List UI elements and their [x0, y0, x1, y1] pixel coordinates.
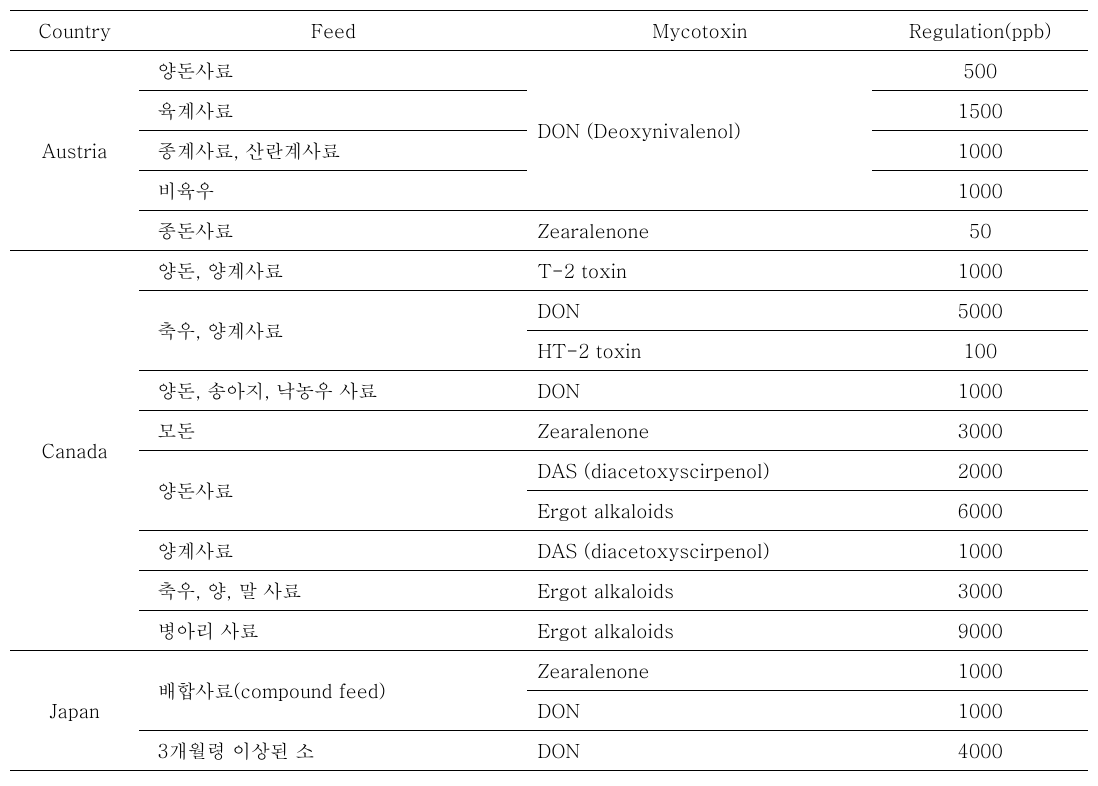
regulation-cell: 1000: [872, 251, 1088, 291]
mycotoxin-cell: DON: [527, 731, 872, 771]
regulation-cell: 1000: [872, 171, 1088, 211]
regulation-cell: 9000: [872, 611, 1088, 651]
regulation-cell: 3000: [872, 571, 1088, 611]
mycotoxin-cell: DAS (diacetoxyscirpenol): [527, 451, 872, 491]
header-regulation: Regulation(ppb): [872, 11, 1088, 51]
table-row: 3개월령 이상된 소DON4000: [10, 731, 1088, 771]
feed-cell: 비육우: [139, 171, 527, 211]
regulation-cell: 3000: [872, 411, 1088, 451]
header-mycotoxin: Mycotoxin: [527, 11, 872, 51]
table-row: 양돈, 송아지, 낙농우 사료DON1000: [10, 371, 1088, 411]
feed-cell: 모돈: [139, 411, 527, 451]
mycotoxin-regulation-table: Country Feed Mycotoxin Regulation(ppb) A…: [10, 10, 1088, 771]
mycotoxin-cell: Ergot alkaloids: [527, 611, 872, 651]
table-row: 양돈사료DAS (diacetoxyscirpenol)2000: [10, 451, 1088, 491]
feed-cell: 3개월령 이상된 소: [139, 731, 527, 771]
country-cell: Austria: [10, 51, 139, 251]
feed-cell: 양돈사료: [139, 51, 527, 91]
mycotoxin-cell: DAS (diacetoxyscirpenol): [527, 531, 872, 571]
mycotoxin-cell: DON: [527, 691, 872, 731]
regulation-cell: 5000: [872, 291, 1088, 331]
header-country: Country: [10, 11, 139, 51]
mycotoxin-cell: HT-2 toxin: [527, 331, 872, 371]
feed-cell: 축우, 양, 말 사료: [139, 571, 527, 611]
table-row: Austria양돈사료DON (Deoxynivalenol)500: [10, 51, 1088, 91]
table-body: Austria양돈사료DON (Deoxynivalenol)500육계사료15…: [10, 51, 1088, 771]
mycotoxin-cell: DON (Deoxynivalenol): [527, 51, 872, 211]
regulation-cell: 4000: [872, 731, 1088, 771]
feed-cell: 종계사료, 산란계사료: [139, 131, 527, 171]
feed-cell: 양돈, 송아지, 낙농우 사료: [139, 371, 527, 411]
mycotoxin-cell: T-2 toxin: [527, 251, 872, 291]
table-row: Japan배합사료(compound feed)Zearalenone1000: [10, 651, 1088, 691]
table-row: 축우, 양, 말 사료Ergot alkaloids3000: [10, 571, 1088, 611]
mycotoxin-cell: Zearalenone: [527, 411, 872, 451]
regulation-cell: 6000: [872, 491, 1088, 531]
table-row: 모돈Zearalenone3000: [10, 411, 1088, 451]
feed-cell: 병아리 사료: [139, 611, 527, 651]
table-row: 축우, 양계사료DON5000: [10, 291, 1088, 331]
regulation-cell: 2000: [872, 451, 1088, 491]
feed-cell: 양돈, 양계사료: [139, 251, 527, 291]
mycotoxin-cell: Ergot alkaloids: [527, 491, 872, 531]
table-row: 종돈사료Zearalenone50: [10, 211, 1088, 251]
table-row: Canada양돈, 양계사료T-2 toxin1000: [10, 251, 1088, 291]
regulation-cell: 1000: [872, 371, 1088, 411]
feed-cell: 양돈사료: [139, 451, 527, 531]
feed-cell: 종돈사료: [139, 211, 527, 251]
mycotoxin-cell: DON: [527, 371, 872, 411]
regulation-cell: 500: [872, 51, 1088, 91]
regulation-cell: 1000: [872, 691, 1088, 731]
regulation-cell: 1500: [872, 91, 1088, 131]
mycotoxin-cell: Ergot alkaloids: [527, 571, 872, 611]
regulation-cell: 1000: [872, 131, 1088, 171]
header-feed: Feed: [139, 11, 527, 51]
mycotoxin-cell: Zearalenone: [527, 211, 872, 251]
table-row: 양계사료DAS (diacetoxyscirpenol)1000: [10, 531, 1088, 571]
regulation-cell: 50: [872, 211, 1088, 251]
regulation-cell: 1000: [872, 531, 1088, 571]
mycotoxin-cell: DON: [527, 291, 872, 331]
country-cell: Canada: [10, 251, 139, 651]
feed-cell: 육계사료: [139, 91, 527, 131]
feed-cell: 양계사료: [139, 531, 527, 571]
mycotoxin-cell: Zearalenone: [527, 651, 872, 691]
table-row: 병아리 사료Ergot alkaloids9000: [10, 611, 1088, 651]
regulation-cell: 1000: [872, 651, 1088, 691]
feed-cell: 축우, 양계사료: [139, 291, 527, 371]
regulation-cell: 100: [872, 331, 1088, 371]
country-cell: Japan: [10, 651, 139, 771]
table-header-row: Country Feed Mycotoxin Regulation(ppb): [10, 11, 1088, 51]
feed-cell: 배합사료(compound feed): [139, 651, 527, 731]
